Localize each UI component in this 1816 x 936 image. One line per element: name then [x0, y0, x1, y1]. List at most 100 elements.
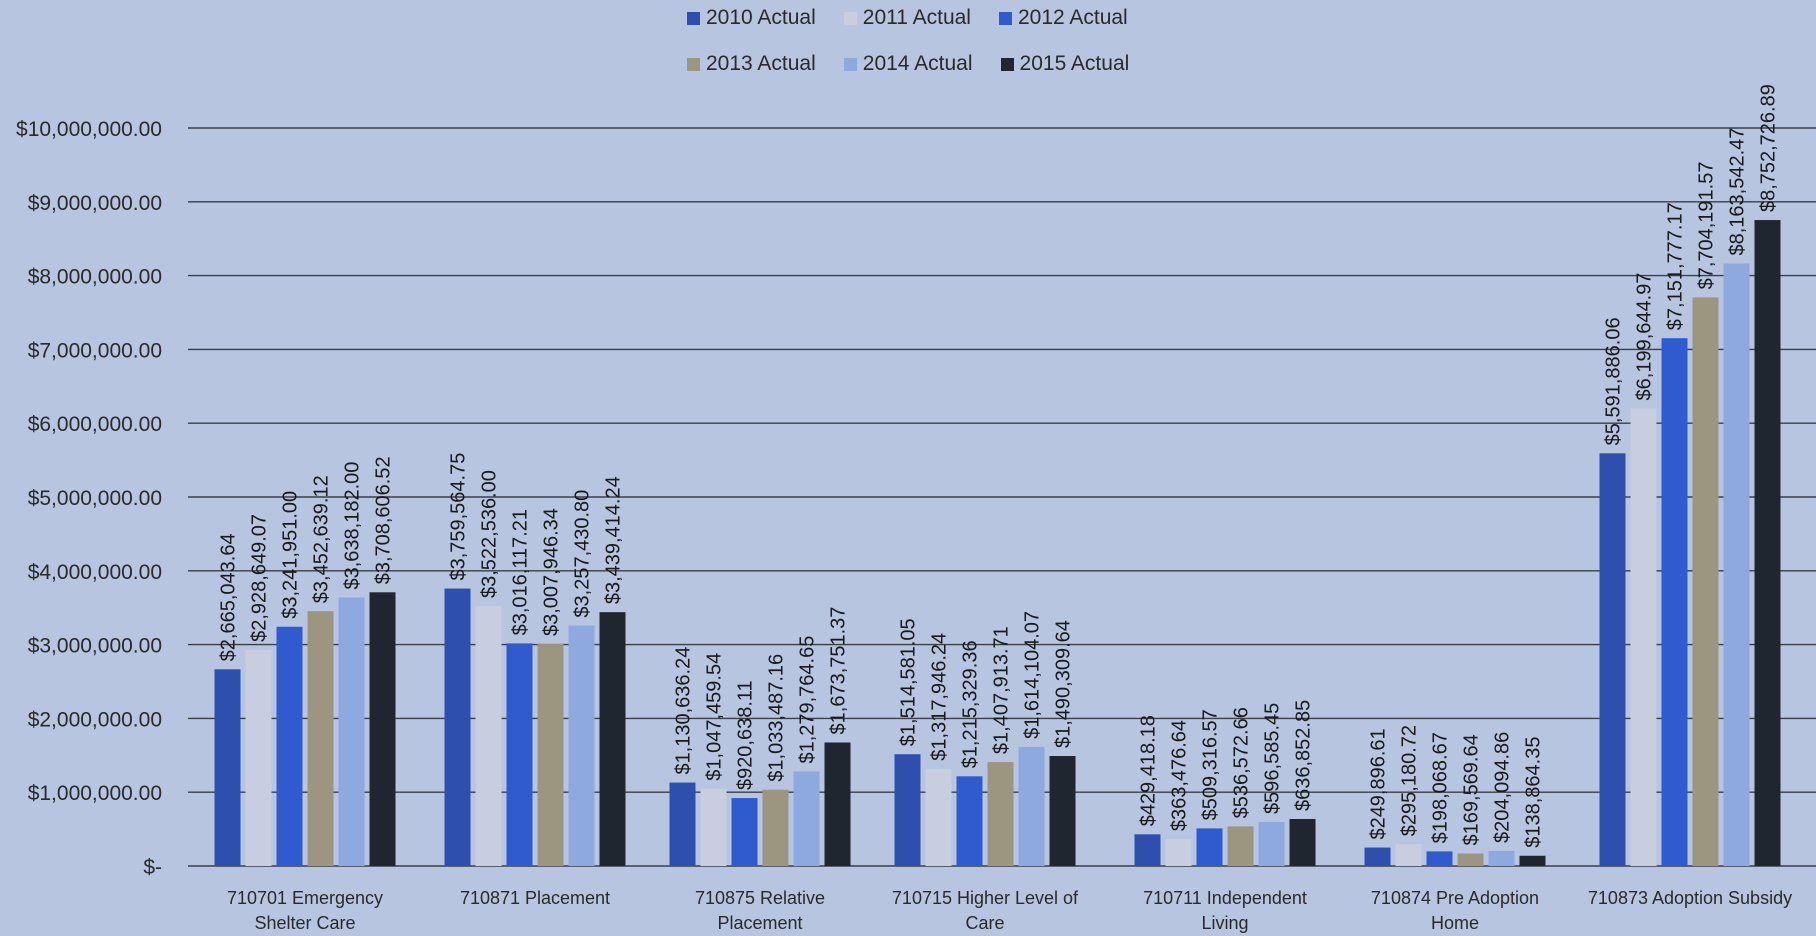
bar: [1049, 756, 1076, 866]
data-label: $536,572.66: [1231, 707, 1253, 818]
bar: [245, 649, 272, 866]
bar: [824, 742, 851, 866]
data-label: $8,163,542.47: [1727, 128, 1749, 256]
data-label: $1,033,487.16: [766, 654, 788, 782]
data-label: $198,068.67: [1430, 732, 1452, 843]
legend-label: 2014 Actual: [862, 52, 973, 75]
x-tick-label: Living: [1201, 913, 1248, 933]
data-label: $1,490,309.64: [1053, 620, 1075, 748]
legend-item: 2014 Actual: [843, 52, 973, 76]
bar: [537, 644, 564, 866]
bar: [444, 588, 471, 866]
bar: [475, 606, 502, 866]
legend-label: 2013 Actual: [706, 52, 816, 75]
x-tick-label: 710873 Adoption Subsidy: [1588, 888, 1792, 908]
data-label: $295,180.72: [1399, 725, 1421, 836]
bar: [568, 625, 595, 866]
bar: [214, 669, 241, 866]
y-tick-label: $3,000,000.00: [28, 635, 162, 658]
bar: [987, 762, 1014, 866]
y-tick-label: $9,000,000.00: [28, 192, 162, 215]
data-label: $363,476.64: [1169, 720, 1191, 831]
bar: [1630, 408, 1657, 866]
bar: [599, 612, 626, 866]
bar: [1723, 263, 1750, 866]
y-tick-label: $10,000,000.00: [16, 118, 162, 141]
y-tick-label: $6,000,000.00: [28, 413, 162, 436]
data-label: $1,407,913.71: [991, 626, 1013, 754]
bar: [793, 771, 820, 866]
x-tick-label: 710715 Higher Level of: [892, 888, 1079, 908]
data-label: $6,199,644.97: [1634, 273, 1656, 401]
bar: [956, 776, 983, 866]
legend-item: 2011 Actual: [843, 6, 971, 30]
bar: [506, 643, 533, 866]
bar: [669, 782, 696, 866]
bar: [925, 768, 952, 866]
legend-swatch: [998, 11, 1012, 25]
x-tick-label: Shelter Care: [254, 913, 355, 933]
data-label: $169,569.64: [1461, 734, 1483, 845]
y-tick-label: $2,000,000.00: [28, 708, 162, 731]
bar: [276, 626, 303, 866]
y-tick-label: $7,000,000.00: [28, 339, 162, 362]
legend: 2010 Actual 2011 Actual 2012 Actual 2013…: [0, 0, 1816, 90]
data-label: $3,452,639.12: [311, 475, 333, 603]
data-label: $429,418.18: [1138, 715, 1160, 826]
legend-item: 2013 Actual: [687, 52, 816, 76]
bar: [1196, 828, 1223, 866]
data-label: $7,151,777.17: [1665, 202, 1687, 330]
x-tick-label: 710875 Relative: [695, 888, 825, 908]
data-label: $1,047,459.54: [704, 653, 726, 781]
bar: [762, 789, 789, 866]
data-label: $8,752,726.89: [1758, 84, 1780, 212]
bar: [1227, 826, 1254, 866]
bar: [1018, 746, 1045, 866]
bar: [1488, 850, 1515, 866]
bar: [1661, 338, 1688, 866]
y-tick-label: $-: [143, 856, 162, 879]
legend-swatch: [687, 57, 700, 71]
bar: [1134, 834, 1161, 866]
bar: [1289, 819, 1316, 866]
data-label: $2,928,649.07: [249, 514, 271, 642]
bar: [1258, 821, 1285, 866]
legend-item: 2015 Actual: [1000, 52, 1130, 76]
bar: [894, 754, 921, 866]
bar: [338, 597, 365, 866]
bar: [1165, 839, 1192, 866]
y-tick-label: $4,000,000.00: [28, 561, 162, 584]
legend-label: 2015 Actual: [1019, 52, 1130, 75]
data-label: $920,638.11: [735, 680, 757, 790]
x-tick-label: Home: [1431, 913, 1479, 933]
data-label: $596,585.45: [1262, 703, 1284, 814]
bar: [1395, 844, 1422, 866]
data-label: $509,316.57: [1200, 709, 1222, 820]
data-label: $138,864.35: [1523, 737, 1545, 848]
legend-row-1: 2010 Actual 2011 Actual 2012 Actual: [687, 6, 1128, 30]
data-label: $3,522,536.00: [479, 470, 501, 598]
legend-label: 2011 Actual: [862, 6, 971, 29]
legend-item: 2010 Actual: [687, 6, 816, 30]
bar: [1754, 220, 1781, 866]
data-label: $1,317,946.24: [929, 633, 951, 761]
bar: [700, 788, 727, 866]
data-label: $1,614,104.07: [1022, 611, 1044, 739]
legend-label: 2010 Actual: [706, 6, 816, 29]
legend-swatch: [687, 11, 700, 25]
bar: [307, 611, 334, 866]
data-label: $3,439,414.24: [603, 476, 625, 604]
y-tick-label: $8,000,000.00: [28, 266, 162, 289]
data-label: $3,007,946.34: [541, 508, 563, 636]
legend-swatch: [843, 57, 857, 71]
x-tick-label: Care: [965, 913, 1004, 933]
data-label: $3,257,430.80: [572, 490, 594, 618]
data-label: $3,759,564.75: [448, 453, 470, 581]
legend-label: 2012 Actual: [1017, 6, 1128, 29]
bar: [1692, 297, 1719, 866]
y-tick-label: $5,000,000.00: [28, 487, 162, 510]
data-label: $1,279,764.65: [797, 636, 819, 764]
bar: [731, 798, 758, 866]
